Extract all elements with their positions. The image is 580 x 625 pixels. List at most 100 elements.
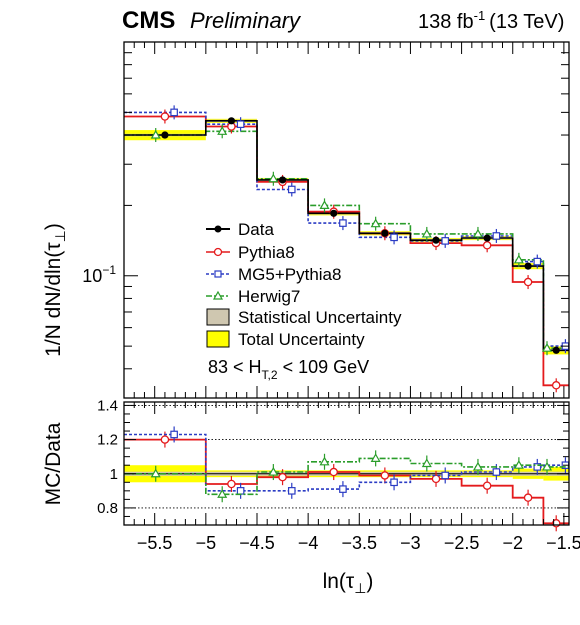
ratio-mg5-pythia8-point [236, 487, 245, 495]
main-herwig7-point [541, 342, 553, 352]
ratio-mg5-pythia8-point [441, 471, 450, 480]
ratio-frame [123, 401, 570, 526]
ratio-panel: 0.8 1 1.2 1.4 −5.5 −5 −4.5 −4 −3.5 −3 −2.5 −2 −1.5 [97, 397, 580, 553]
main-mg5-pythia8-point [533, 257, 542, 266]
legend: Data Pythia8 MG5+Pythia8 Herwig7 Statist… [206, 220, 402, 349]
ratio-herwig7-point [513, 459, 524, 469]
legend-data-marker [214, 225, 222, 233]
ratio-pythia8-point [278, 472, 287, 482]
ratio-y-tick-label: 0.8 [97, 500, 118, 517]
ratio-mg5-pythia8-line [124, 433, 569, 492]
ratio-y-axis-title: MC/Data [42, 422, 65, 505]
main-mg5-pythia8-point [441, 237, 450, 245]
main-herwig7-point [472, 228, 483, 238]
x-tick-label: −3.5 [342, 533, 378, 553]
x-tick-label: −5 [196, 533, 217, 553]
x-tick-label: −4 [298, 533, 319, 553]
x-tick-label: −4.5 [239, 533, 275, 553]
x-tick-label: −1.5 [546, 533, 580, 553]
ratio-herwig7-point [217, 489, 228, 498]
x-tick-label: −2.5 [444, 533, 480, 553]
x-tick-label: −5.5 [137, 533, 173, 553]
experiment-label: CMS [122, 7, 175, 34]
status-label: Preliminary [190, 8, 302, 33]
main-herwig7-point [319, 200, 330, 209]
main-data-point [381, 229, 389, 237]
legend-entry-stat: Statistical Uncertainty [206, 308, 402, 327]
main-panel: 10−1 [82, 41, 570, 399]
main-mg5-pythia8-point [492, 232, 501, 240]
ratio-mg5-pythia8-point [390, 478, 398, 487]
ratio-mg5-pythia8-point [492, 468, 501, 476]
main-herwig7-line [124, 130, 569, 349]
legend-pythia8-marker [213, 247, 223, 257]
main-data-point [483, 234, 491, 242]
ratio-y-tick-label: 1 [110, 466, 118, 483]
ratio-pythia8-point [227, 479, 236, 489]
main-mg5-pythia8-point [339, 219, 347, 227]
main-pythia8-point [551, 381, 561, 390]
main-data-point [330, 209, 338, 217]
main-herwig7-point [217, 126, 228, 135]
main-pythia8-point [523, 277, 533, 287]
main-mg5-pythia8-point [390, 233, 398, 242]
main-frame [123, 41, 570, 399]
x-tick-label: −2 [502, 533, 523, 553]
legend-total-swatch [206, 330, 230, 348]
legend-entry-total: Total Uncertainty [206, 330, 365, 349]
x-tick-label: −3 [400, 533, 421, 553]
x-axis-title: ln(τ⊥) [323, 570, 374, 596]
legend-pythia8-label: Pythia8 [238, 243, 295, 262]
legend-entry-herwig7: Herwig7 [206, 287, 300, 306]
main-data-point [432, 236, 440, 244]
main-herwig7-point [421, 228, 432, 238]
legend-herwig7-marker [212, 290, 224, 300]
ratio-pythia8-point [431, 474, 441, 484]
ratio-herwig7-point [370, 453, 381, 462]
ratio-pythia8-point [160, 435, 170, 444]
main-y-tick-label: 10−1 [82, 263, 116, 286]
legend-stat-label: Statistical Uncertainty [238, 308, 402, 327]
ratio-herwig7-point [319, 456, 330, 466]
legend-data-label: Data [238, 220, 274, 239]
ratio-pythia8-point [380, 471, 390, 480]
ratio-y-tick-label: 1.4 [97, 397, 118, 414]
main-data-point [227, 117, 236, 125]
ratio-herwig7-point [421, 458, 432, 468]
legend-entry-pythia8: Pythia8 [206, 243, 295, 262]
ratio-pythia8-point [523, 493, 533, 502]
ratio-herwig7-point [150, 468, 161, 478]
legend-herwig7-label: Herwig7 [238, 287, 300, 306]
main-herwig7-point [513, 254, 524, 264]
main-data-point [278, 176, 287, 184]
main-pythia8-point [482, 241, 492, 250]
main-mg5-pythia8-point [170, 108, 178, 117]
main-data-point [161, 131, 169, 139]
legend-entry-mg5: MG5+Pythia8 [206, 265, 341, 284]
legend-total-label: Total Uncertainty [238, 330, 365, 349]
ratio-pythia8-point [329, 467, 338, 477]
phase-space-annotation: 83 < HT,2 < 109 GeV [208, 357, 369, 382]
main-y-axis-title: 1/N dN/dln(τ⊥) [42, 223, 68, 357]
ratio-pythia8-point [482, 481, 492, 490]
ratio-mg5-pythia8-point [287, 487, 296, 495]
legend-mg5-label: MG5+Pythia8 [238, 265, 341, 284]
main-mg5-pythia8-point [287, 185, 296, 194]
main-data-point [524, 262, 532, 270]
main-herwig7-point [150, 129, 161, 139]
ratio-y-tick-label: 1.2 [97, 432, 118, 449]
ratio-mg5-pythia8-point [170, 430, 178, 439]
legend-entry-data: Data [206, 220, 274, 239]
ratio-herwig7-point [268, 466, 279, 476]
ratio-herwig7-point [541, 461, 553, 471]
main-herwig7-point [268, 173, 279, 183]
legend-stat-swatch [206, 308, 230, 326]
ratio-herwig7-point [472, 461, 483, 471]
ratio-mg5-pythia8-point [339, 485, 347, 493]
main-herwig7-point [370, 218, 381, 228]
ratio-mg5-pythia8-point [533, 463, 542, 471]
main-pythia8-point [160, 112, 170, 121]
legend-mg5-marker [214, 270, 222, 278]
